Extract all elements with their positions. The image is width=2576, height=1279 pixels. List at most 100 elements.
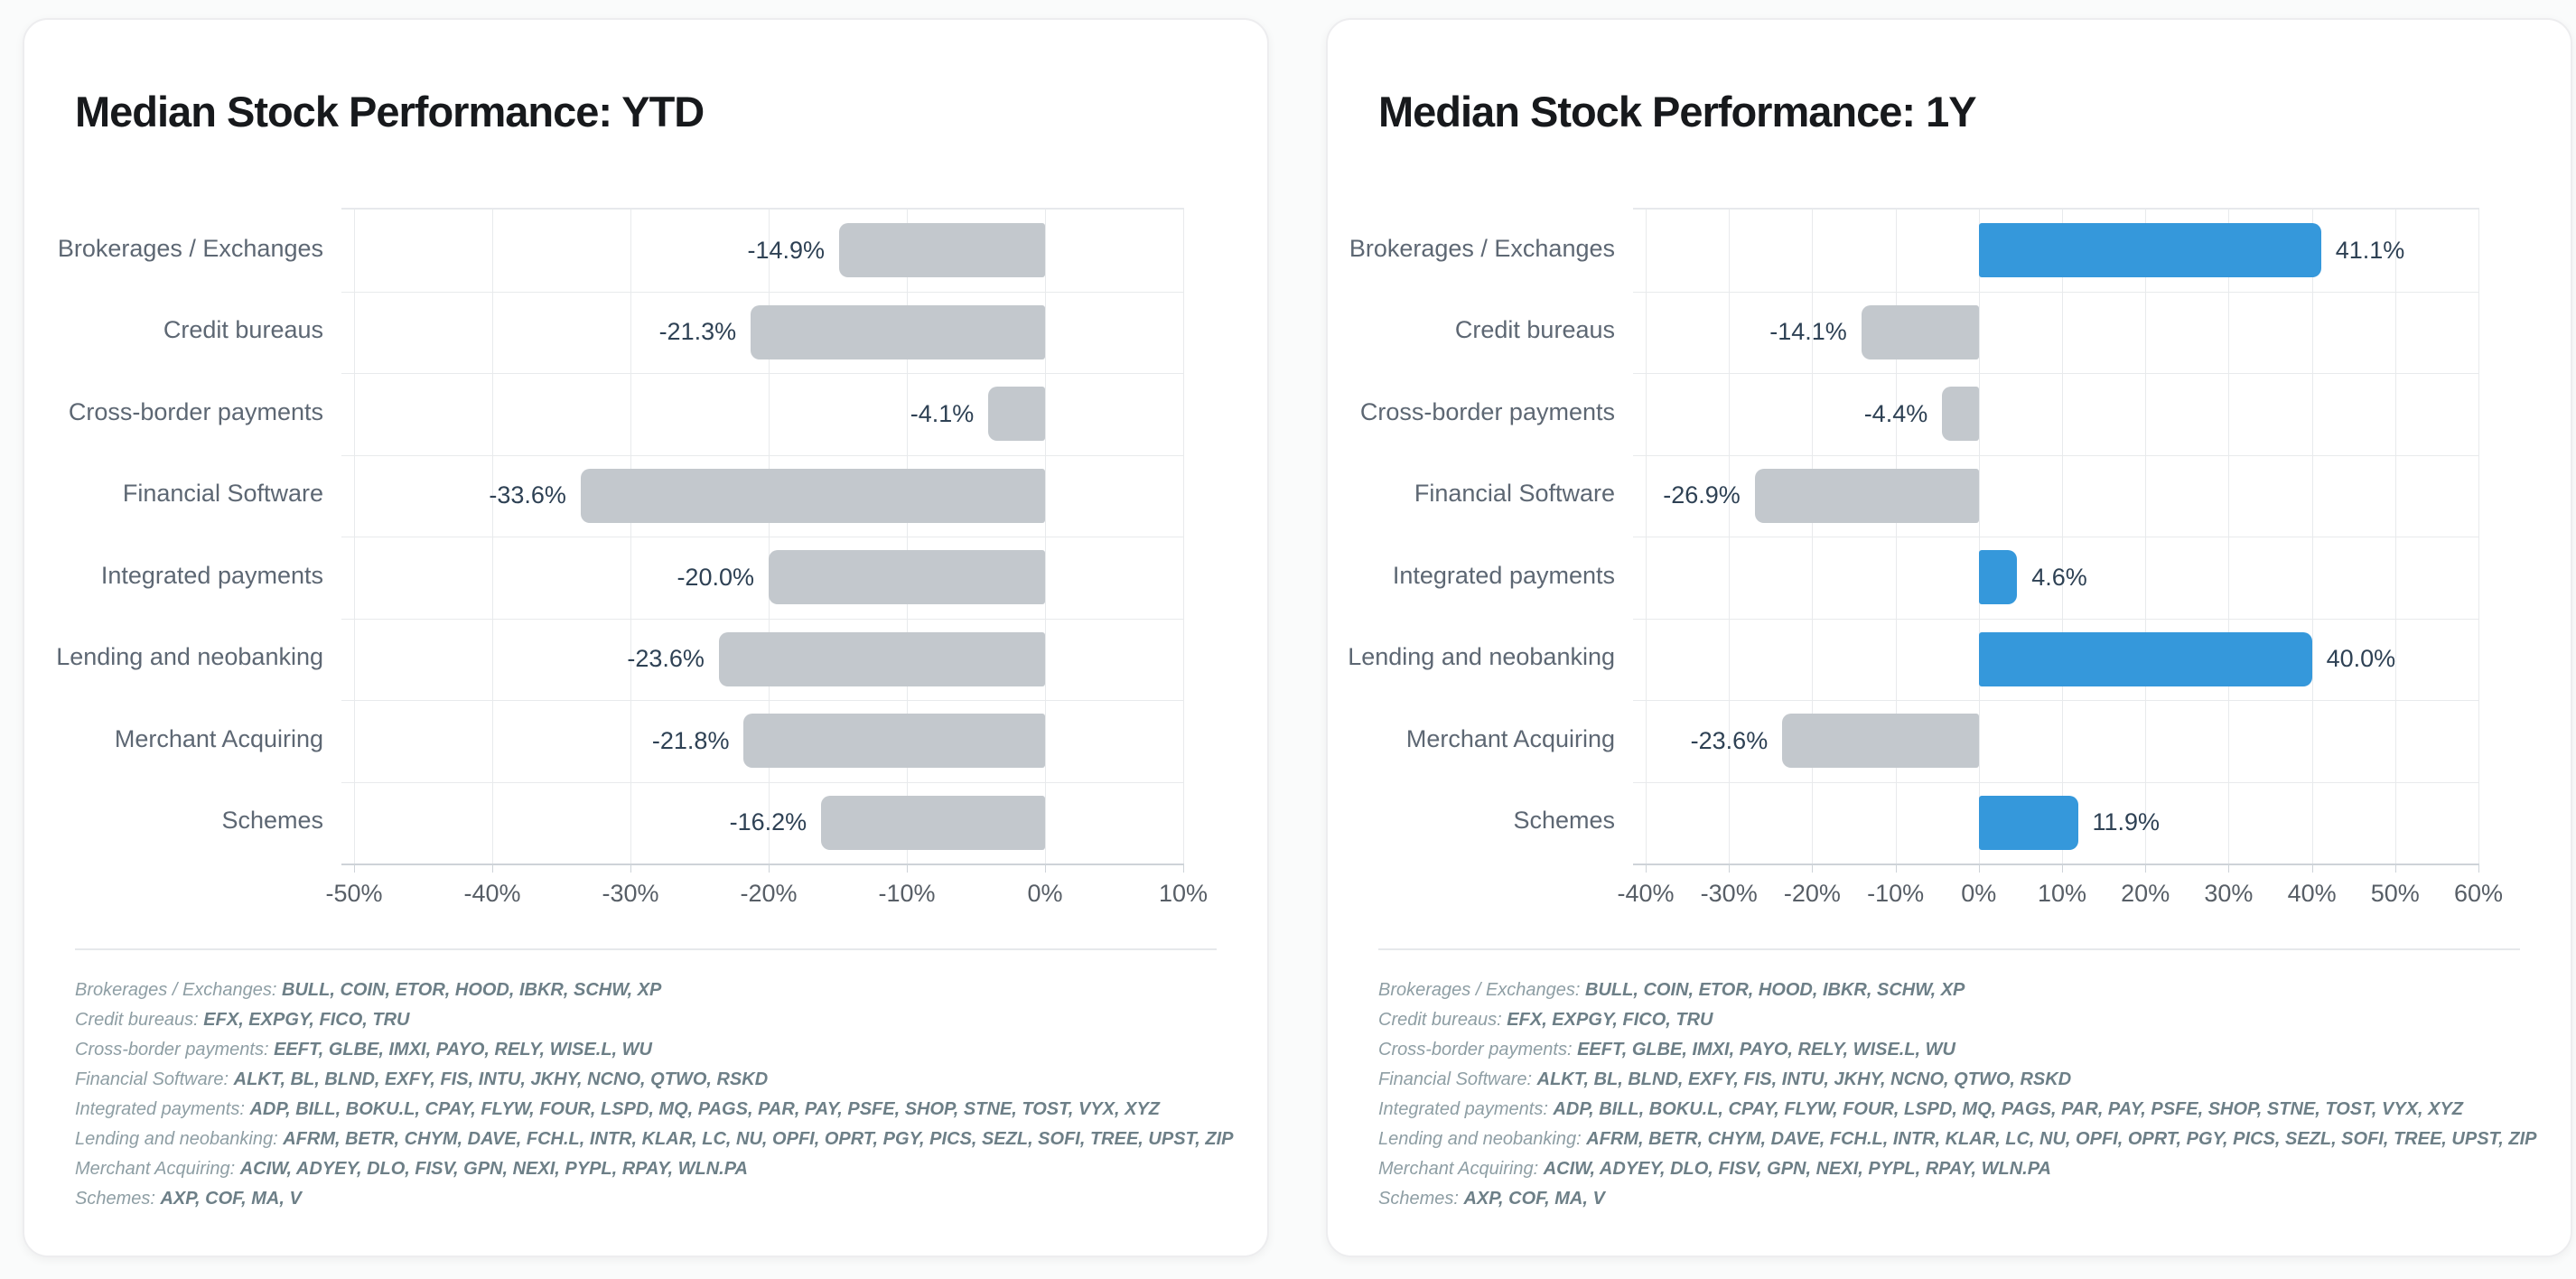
bar-value-label: 11.9% — [2092, 808, 2161, 836]
category-label: Cross-border payments — [68, 397, 323, 425]
footnote-row: Integrated payments: ADP, BILL, BOKU.L, … — [75, 1095, 1240, 1125]
footnote-category: Brokerages / Exchanges: — [1378, 980, 1586, 1000]
bar — [1942, 387, 1979, 442]
x-tick-label: 60% — [2453, 880, 2504, 907]
x-tick-label: 30% — [2204, 880, 2254, 907]
bar-row: -4.4% — [1633, 373, 2478, 455]
footnote-row: Lending and neobanking: AFRM, BETR, CHYM… — [1378, 1125, 2543, 1154]
x-tick-label: -20% — [1783, 880, 1841, 907]
card-ytd: Median Stock Performance: YTD -14.9% -21.… — [23, 18, 1269, 1257]
x-tick-label: 40% — [2287, 880, 2337, 907]
axis-tick — [354, 864, 355, 873]
axis-tick — [1045, 864, 1046, 873]
bar-value-label: -21.8% — [651, 726, 730, 754]
bar-value-label: 40.0% — [2326, 645, 2396, 673]
bar-row: -26.9% — [1633, 455, 2478, 537]
row-separator — [1633, 291, 2478, 293]
row-separator — [1633, 700, 2478, 701]
footnote-tickers: EFX, EXPGY, FICO, TRU — [203, 1010, 410, 1030]
bar-row: -33.6% — [341, 455, 1183, 537]
bar — [751, 304, 1045, 359]
category-label: Lending and neobanking — [56, 643, 323, 671]
footnote-row: Brokerages / Exchanges: BULL, COIN, ETOR… — [75, 976, 1240, 1005]
axis-tick — [2311, 864, 2313, 873]
category-label: Lending and neobanking — [1348, 643, 1615, 671]
category-label: Credit bureaus — [1454, 316, 1615, 344]
bar — [1861, 304, 1979, 359]
chart-title-ytd: Median Stock Performance: YTD — [75, 88, 705, 135]
footnote-tickers: EEFT, GLBE, IMXI, PAYO, RELY, WISE.L, WU — [1577, 1040, 1955, 1060]
category-label: Financial Software — [122, 480, 323, 508]
bar-value-label: -4.4% — [1863, 399, 1928, 427]
footnote-row: Credit bureaus: EFX, EXPGY, FICO, TRU — [75, 1005, 1240, 1035]
category-label: Merchant Acquiring — [1405, 724, 1615, 752]
bar — [1754, 468, 1979, 523]
bar-value-label: -16.2% — [729, 808, 807, 836]
bar-row: -20.0% — [341, 537, 1183, 619]
bar — [769, 550, 1045, 605]
gridline — [1183, 210, 1184, 864]
footnote-category: Financial Software: — [1378, 1069, 1537, 1089]
footnote-tickers: BULL, COIN, ETOR, HOOD, IBKR, SCHW, XP — [1585, 980, 1965, 1000]
x-tick-label: 10% — [1158, 880, 1209, 907]
footnote-row: Brokerages / Exchanges: BULL, COIN, ETOR… — [1378, 976, 2543, 1005]
bar-row: -21.8% — [341, 700, 1183, 782]
bar — [580, 468, 1045, 523]
axis-tick — [1812, 864, 1814, 873]
row-separator — [341, 618, 1183, 620]
footnote-category: Merchant Acquiring: — [75, 1159, 240, 1179]
footnote-tickers: EEFT, GLBE, IMXI, PAYO, RELY, WISE.L, WU — [274, 1040, 652, 1060]
footnotes-list: Brokerages / Exchanges: BULL, COIN, ETOR… — [1378, 976, 2543, 1214]
footnotes-divider — [75, 948, 1217, 950]
axis-tick — [1183, 864, 1184, 873]
bar — [839, 223, 1045, 278]
x-tick-label: -50% — [325, 880, 383, 907]
bar-row: 41.1% — [1633, 210, 2478, 292]
axis-tick — [2478, 864, 2479, 873]
footnote-category: Credit bureaus: — [1378, 1010, 1507, 1030]
bar — [1978, 795, 2078, 850]
footnote-category: Cross-border payments: — [75, 1040, 275, 1060]
footnote-tickers: AXP, COF, MA, V — [1463, 1189, 1605, 1209]
chart-1y: 41.1% -14.1% -4.4% -26.9% 4.6% 40.0% -23.6% 11.… — [1348, 208, 2543, 930]
bar — [743, 714, 1045, 769]
x-tick-label: -10% — [1867, 880, 1925, 907]
bar-value-label: -14.9% — [747, 236, 826, 264]
row-separator — [341, 781, 1183, 783]
bar-row: 40.0% — [1633, 619, 2478, 701]
bar-row: -21.3% — [341, 292, 1183, 374]
x-tick-label: 0% — [1027, 880, 1063, 907]
footnote-category: Cross-border payments: — [1378, 1040, 1578, 1060]
axis-tick — [492, 864, 493, 873]
category-label: Brokerages / Exchanges — [1349, 234, 1615, 262]
card-1y: Median Stock Performance: 1Y 41.1% -14.1%… — [1326, 18, 2572, 1257]
bar-value-label: -23.6% — [1690, 726, 1769, 754]
x-tick-label: -40% — [1617, 880, 1675, 907]
category-label: Schemes — [221, 807, 323, 835]
footnote-row: Financial Software: ALKT, BL, BLND, EXFY… — [1378, 1065, 2543, 1095]
footnote-tickers: ADP, BILL, BOKU.L, CPAY, FLYW, FOUR, LSP… — [249, 1099, 1161, 1119]
footnote-tickers: ACIW, ADYEY, DLO, FISV, GPN, NEXI, PYPL,… — [239, 1159, 749, 1179]
row-separator — [1633, 373, 2478, 374]
footnote-tickers: ADP, BILL, BOKU.L, CPAY, FLYW, FOUR, LSP… — [1553, 1099, 2464, 1119]
footnote-tickers: AFRM, BETR, CHYM, DAVE, FCH.L, INTR, KLA… — [1586, 1129, 2537, 1149]
footnote-category: Integrated payments: — [1378, 1099, 1554, 1119]
axis-tick — [1978, 864, 1980, 873]
footnote-tickers: ACIW, ADYEY, DLO, FISV, GPN, NEXI, PYPL,… — [1543, 1159, 2052, 1179]
bar-row: -23.6% — [341, 619, 1183, 701]
category-label: Brokerages / Exchanges — [57, 234, 323, 262]
axis-tick — [2228, 864, 2230, 873]
axis-tick — [2145, 864, 2147, 873]
footnote-tickers: ALKT, BL, BLND, EXFY, FIS, INTU, JKHY, N… — [233, 1069, 769, 1089]
row-separator — [341, 454, 1183, 456]
row-separator — [341, 700, 1183, 701]
footnote-row: Financial Software: ALKT, BL, BLND, EXFY… — [75, 1065, 1240, 1095]
footnote-row: Merchant Acquiring: ACIW, ADYEY, DLO, FI… — [75, 1154, 1240, 1184]
category-label: Integrated payments — [100, 561, 323, 589]
x-tick-label: 50% — [2370, 880, 2420, 907]
footnote-tickers: AXP, COF, MA, V — [160, 1189, 302, 1209]
bar-value-label: -14.1% — [1769, 318, 1847, 346]
axis-tick — [907, 864, 908, 873]
bar — [718, 631, 1045, 686]
bar-row: 11.9% — [1633, 782, 2478, 864]
